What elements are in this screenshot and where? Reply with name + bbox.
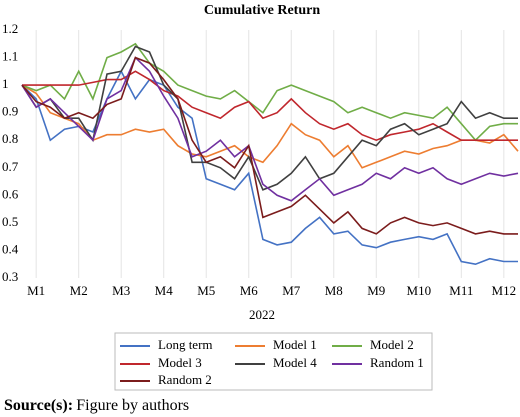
y-tick-label: 0.3 (2, 269, 18, 284)
y-tick-label: 1 (2, 76, 9, 91)
y-tick-label: 1.2 (2, 21, 18, 36)
x-tick-label: M6 (240, 283, 259, 298)
legend-label: Random 1 (370, 355, 424, 370)
legend-label: Model 4 (273, 355, 317, 370)
x-tick-label: M8 (325, 283, 343, 298)
series-line (21, 42, 518, 142)
x-tick-label: M12 (492, 283, 517, 298)
x-axis-label: 2022 (249, 307, 275, 322)
y-tick-label: 0.8 (2, 131, 18, 146)
x-tick-label: M10 (407, 283, 432, 298)
legend-label: Model 2 (370, 337, 414, 352)
source-text: Figure by authors (76, 397, 189, 414)
series-line (21, 45, 518, 191)
legend-label: Model 1 (273, 337, 317, 352)
x-tick-label: M9 (367, 283, 385, 298)
series-line (22, 70, 518, 142)
x-tick-label: M1 (27, 283, 45, 298)
y-tick-label: 0.5 (2, 214, 18, 229)
x-tick-label: M5 (197, 283, 215, 298)
source: Source(s): Figure by authors (4, 397, 189, 414)
x-tick-label: M11 (449, 283, 473, 298)
series-line (21, 56, 518, 235)
source-label: Source(s): (4, 397, 73, 414)
legend-label: Random 2 (158, 372, 212, 387)
x-tick-label: M4 (155, 283, 174, 298)
y-tick-label: 0.7 (2, 159, 19, 174)
chart-title: Cumulative Return (204, 3, 320, 18)
x-tick-label: M3 (112, 283, 130, 298)
y-tick-label: 0.9 (2, 104, 18, 119)
x-tick-label: M2 (70, 283, 88, 298)
series-line (21, 84, 519, 169)
legend-box (114, 332, 433, 391)
y-tick-label: 0.4 (2, 241, 19, 256)
x-tick-label: M7 (282, 283, 301, 298)
y-tick-label: 1.1 (2, 49, 18, 64)
legend-label: Long term (158, 337, 213, 352)
legend-label: Model 3 (158, 355, 202, 370)
y-tick-label: 0.6 (2, 186, 19, 201)
